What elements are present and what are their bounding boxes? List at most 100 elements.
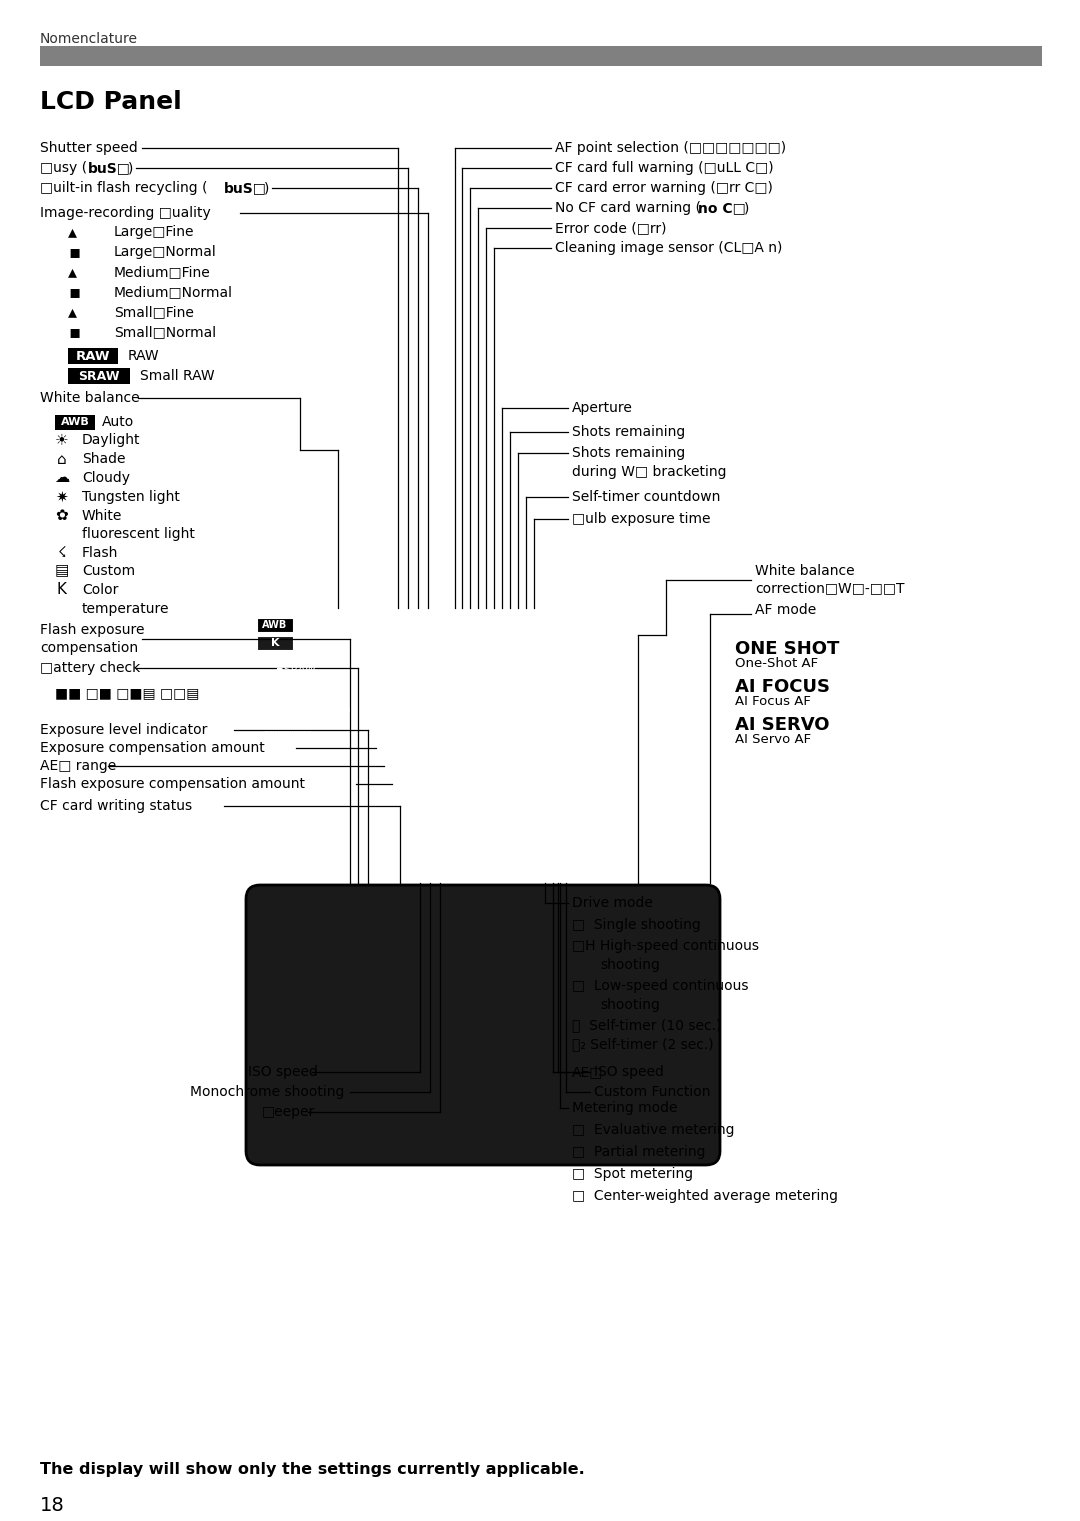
Text: B/W: B/W [275,719,295,729]
Text: Tungsten light: Tungsten light [82,490,180,503]
Text: Color: Color [82,583,119,598]
Text: Large□Fine: Large□Fine [114,225,194,239]
Text: Small□Normal: Small□Normal [114,325,216,339]
Text: Drive mode: Drive mode [572,896,653,910]
Text: The display will show only the settings currently applicable.: The display will show only the settings … [40,1462,584,1477]
Text: □usy (: □usy ( [40,161,87,175]
Text: Nomenclature: Nomenclature [40,32,138,46]
Text: ▴: ▴ [68,263,77,281]
Text: ▴: ▴ [68,224,77,240]
Text: ▪SRAW: ▪SRAW [276,665,315,675]
Text: Medium□Fine: Medium□Fine [114,265,211,278]
Text: Custom Function: Custom Function [594,1084,711,1100]
Text: ▴: ▴ [68,303,77,321]
Text: 18: 18 [40,1497,65,1515]
Text: White: White [82,510,122,523]
Text: ): ) [744,201,750,214]
Text: Custom: Custom [82,564,135,578]
Text: Cleaning image sensor (CL□A n): Cleaning image sensor (CL□A n) [555,240,782,256]
Text: Shots remaining: Shots remaining [572,424,685,440]
Text: Small□Fine: Small□Fine [114,306,194,319]
Text: □ulb exposure time: □ulb exposure time [572,513,711,526]
Text: Flash: Flash [82,546,119,560]
Text: K: K [57,583,67,598]
Text: ONE SHOT: ONE SHOT [735,640,839,659]
Text: ■■ □■ □■▤ □□▤: ■■ □■ □■▤ □□▤ [55,686,200,700]
Text: □  Center-weighted average metering: □ Center-weighted average metering [572,1189,838,1203]
Text: Large□Normal: Large□Normal [114,245,217,259]
Text: CF card full warning (□uLL C□): CF card full warning (□uLL C□) [555,161,773,175]
Text: CF card writing status: CF card writing status [40,799,192,814]
Text: +/-: +/- [490,627,504,636]
Text: □uilt-in flash recycling (: □uilt-in flash recycling ( [40,181,207,195]
Text: shooting: shooting [600,998,660,1011]
Text: White balance: White balance [40,391,139,405]
Text: AI Focus AF: AI Focus AF [735,695,811,707]
FancyBboxPatch shape [246,885,720,1165]
Text: AWB: AWB [60,417,90,427]
Text: fluorescent light: fluorescent light [82,526,194,541]
Text: ▤: ▤ [55,563,69,578]
Text: SRAW: SRAW [78,370,120,382]
Text: AE□: AE□ [572,1065,604,1078]
Text: AI SERVO: AI SERVO [516,637,564,648]
Text: RAW: RAW [129,348,160,364]
Text: buS□: buS□ [87,161,131,175]
Text: AE□ range: AE□ range [40,759,117,773]
Text: correction□W□-□□T: correction□W□-□□T [755,581,905,595]
Text: Shutter speed: Shutter speed [40,141,138,155]
Text: ▪: ▪ [68,283,80,301]
Text: ☁: ☁ [54,470,69,485]
Text: buS□: buS□ [224,181,267,195]
Bar [257,636,293,649]
Text: no C□: no C□ [698,201,746,214]
Text: Flash exposure: Flash exposure [40,624,145,637]
Text: ONE SHOT: ONE SHOT [516,611,570,622]
Text: CF card error warning (□rr C□): CF card error warning (□rr C□) [555,181,773,195]
Text: □attery check: □attery check [40,662,140,675]
Text: Image-recording □uality: Image-recording □uality [40,205,211,221]
Text: ⌛  Self-timer (10 sec.): ⌛ Self-timer (10 sec.) [572,1018,721,1033]
Text: Exposure compensation amount: Exposure compensation amount [40,741,265,754]
Text: ||||||||||||||||||||: |||||||||||||||||||| [264,732,311,739]
Text: K: K [271,637,280,648]
Text: □  Partial metering: □ Partial metering [572,1145,705,1159]
Text: 8888: 8888 [306,610,377,637]
Text: compensation: compensation [40,640,138,656]
Text: ▪: ▪ [68,243,80,262]
Text: ): ) [129,161,133,175]
Text: RAW: RAW [76,350,110,362]
Text: H: H [455,703,472,722]
Text: LCD Panel: LCD Panel [40,90,181,114]
Text: ✷: ✷ [56,490,68,505]
Text: 8.8: 8.8 [377,610,421,637]
Text: □  Low-speed continuous: □ Low-speed continuous [572,980,748,993]
Text: 0000: 0000 [370,700,433,724]
Text: AI SERVO: AI SERVO [735,716,829,735]
Text: 2: 2 [475,715,485,730]
Text: during W□ bracketing: during W□ bracketing [572,465,727,479]
Text: No CF card warning (: No CF card warning ( [555,201,701,214]
Text: □H High-speed continuous: □H High-speed continuous [572,938,759,954]
Bar [55,415,95,430]
Text: shooting: shooting [600,958,660,972]
Text: AI FOCUS: AI FOCUS [735,678,831,697]
Text: Shade: Shade [82,452,125,465]
Text: ‾: ‾ [372,613,380,628]
Text: Error code (□rr): Error code (□rr) [555,221,666,236]
Text: ISO speed: ISO speed [594,1065,664,1078]
Text: White balance: White balance [755,564,854,578]
Bar [257,618,293,633]
Text: Aperture: Aperture [572,402,633,415]
Text: Auto: Auto [102,415,134,429]
Text: ▴LMS: ▴LMS [280,653,309,662]
Text: Monochrome shooting: Monochrome shooting [190,1084,345,1100]
Text: Small RAW: Small RAW [140,370,215,383]
Text: Exposure level indicator: Exposure level indicator [40,722,207,738]
Text: ▪: ▪ [68,322,80,341]
Text: WB: WB [490,614,507,624]
Text: -2..1...●.1..2—ISO: -2..1...●.1..2—ISO [264,706,351,716]
Text: temperature: temperature [82,602,170,616]
Text: AWB: AWB [262,621,287,630]
Text: ☀: ☀ [55,432,69,447]
